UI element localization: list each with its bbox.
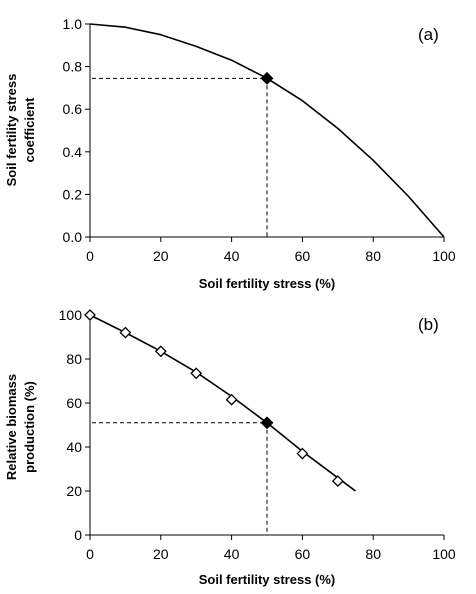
panel-label: (b) [418, 315, 439, 334]
x-tick-label: 0 [86, 546, 94, 562]
y-tick-label: 0.4 [63, 144, 83, 160]
y-tick-label: 60 [66, 395, 82, 411]
data-point [84, 309, 96, 321]
y-tick-label: 20 [66, 483, 82, 499]
x-tick-label: 40 [224, 248, 240, 264]
data-point [190, 367, 203, 380]
x-tick-label: 0 [86, 248, 94, 264]
y-tick-label: 0.0 [63, 229, 83, 245]
x-tick-label: 100 [432, 248, 456, 264]
y-tick-label: 100 [59, 307, 83, 323]
x-tick-label: 80 [365, 546, 381, 562]
y-tick-label: 0.2 [63, 186, 83, 202]
panel-a: 0.0 0.2 0.4 0.6 0.8 1.0 0 20 40 60 80 100 Soil ferti… [4, 16, 456, 291]
y-tick-label: 0 [74, 527, 82, 543]
data-point [296, 447, 309, 460]
data-point [154, 345, 167, 358]
data-point [331, 475, 344, 488]
y-tick-label: 0.8 [63, 59, 83, 75]
panel-b: 0 20 40 60 80 100 0 20 40 60 80 100 Soil fertility s… [4, 307, 456, 587]
x-tick-label: 60 [295, 248, 311, 264]
x-tick-label: 20 [153, 248, 169, 264]
y-axis-label: Soil fertility stress [4, 74, 19, 187]
y-tick-label: 40 [66, 439, 82, 455]
x-tick-label: 40 [224, 546, 240, 562]
x-tick-label: 80 [365, 248, 381, 264]
x-axis-label: Soil fertility stress (%) [199, 276, 336, 291]
data-point [119, 326, 132, 339]
x-tick-label: 60 [295, 546, 311, 562]
y-tick-label: 0.6 [63, 101, 83, 117]
y-tick-label: 80 [66, 351, 82, 367]
y-axis-label: production (%) [22, 381, 37, 473]
y-axis-label: coefficient [22, 97, 37, 163]
panel-label: (a) [418, 25, 439, 44]
y-tick-label: 1.0 [63, 16, 83, 32]
x-axis-label: Soil fertility stress (%) [199, 572, 336, 587]
x-tick-label: 100 [432, 546, 456, 562]
highlight-point [260, 71, 274, 85]
fit-line [89, 314, 356, 492]
highlight-point [260, 416, 274, 430]
x-tick-label: 20 [153, 546, 169, 562]
y-axis-label: Relative biomass [4, 374, 19, 480]
data-point [225, 393, 238, 406]
